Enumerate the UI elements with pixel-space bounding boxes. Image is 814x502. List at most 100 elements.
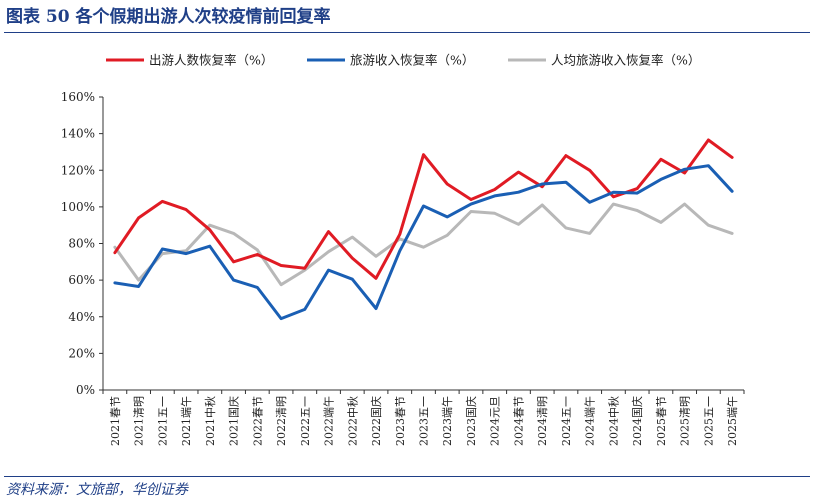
x-tick-label: 2022国庆: [369, 396, 383, 446]
data-point: [161, 252, 164, 255]
data-point: [279, 283, 283, 286]
data-point: [707, 223, 710, 227]
x-tick-label: 2021清明: [133, 396, 146, 446]
data-point: [612, 195, 615, 199]
data-point: [659, 178, 663, 181]
y-tick-label: 140%: [61, 127, 95, 141]
data-point: [232, 232, 235, 235]
legend-label: 人均旅游收入恢复率（%）: [551, 53, 700, 68]
y-tick-label: 60%: [68, 273, 95, 287]
series-line: [113, 202, 734, 287]
data-point: [113, 281, 117, 285]
data-point: [113, 251, 117, 254]
line-chart: 出游人数恢复率（%） 旅游收入恢复率（%） 人均旅游收入恢复率（%） 0% 20% 40…: [61, 53, 745, 446]
y-tick-label: 120%: [61, 163, 95, 177]
data-point: [541, 182, 544, 186]
x-tick-label: 2022中秋: [345, 396, 359, 446]
y-tick-label: 20%: [68, 346, 95, 360]
data-point: [208, 223, 212, 227]
x-tick-label: 2021端午: [180, 396, 193, 446]
data-point: [422, 245, 425, 249]
x-tick-label: 2021国庆: [227, 396, 241, 446]
data-point: [422, 204, 425, 208]
series-line: [113, 164, 734, 321]
data-point: [374, 255, 378, 258]
data-point: [493, 188, 496, 191]
data-point: [683, 168, 686, 171]
x-tick-label: 2024元旦: [489, 396, 502, 446]
data-point: [541, 185, 544, 188]
data-point: [469, 198, 473, 201]
data-point: [446, 234, 449, 237]
plot-area: [113, 138, 734, 321]
data-point: [208, 228, 212, 231]
data-point: [303, 267, 306, 270]
data-point: [564, 180, 568, 184]
data-point: [564, 154, 568, 157]
data-point: [161, 200, 164, 203]
chart-legend: 出游人数恢复率（%） 旅游收入恢复率（%） 人均旅游收入恢复率（%）: [106, 53, 700, 68]
data-point: [184, 249, 188, 253]
data-point: [398, 233, 401, 236]
data-point: [137, 278, 140, 282]
data-point: [659, 158, 663, 161]
data-point: [730, 190, 734, 193]
x-tick-label: 2024五一: [560, 396, 573, 446]
data-point: [469, 210, 473, 213]
data-point: [327, 230, 330, 233]
data-point: [303, 308, 306, 311]
data-point: [422, 153, 425, 156]
x-tick-label: 2022春节: [251, 396, 264, 446]
data-point: [612, 202, 615, 206]
data-point: [612, 191, 615, 194]
x-tick-label: 2024清明: [536, 396, 549, 446]
data-point: [707, 164, 710, 167]
x-tick-label: 2022五一: [299, 396, 312, 446]
x-tick-label: 2024中秋: [606, 396, 620, 446]
y-tick-label: 0%: [76, 383, 95, 397]
data-point: [635, 209, 639, 212]
x-tick-label: 2025端午: [726, 396, 739, 446]
data-point: [327, 268, 330, 272]
x-tick-label: 2025清明: [679, 396, 692, 446]
data-point: [184, 208, 188, 211]
data-point: [588, 232, 591, 235]
data-point: [374, 307, 378, 310]
data-point: [659, 221, 663, 224]
data-point: [161, 247, 164, 251]
data-point: [446, 215, 449, 219]
data-point: [683, 171, 686, 175]
data-point: [398, 249, 401, 253]
data-point: [564, 226, 568, 230]
y-tick-label: 160%: [61, 90, 95, 104]
x-tick-label: 2024端午: [584, 396, 597, 446]
x-tick-label: 2025春节: [655, 396, 668, 446]
data-point: [256, 253, 259, 256]
data-point: [279, 264, 283, 267]
x-tick-label: 2022端午: [323, 396, 336, 446]
x-tick-label: 2023端午: [441, 396, 454, 446]
data-point: [493, 194, 496, 198]
source-note: 资料来源：文旅部，华创证券: [6, 482, 188, 498]
data-point: [184, 252, 188, 255]
data-point: [232, 260, 235, 264]
data-point: [730, 232, 734, 235]
data-point: [683, 202, 686, 206]
x-tick-label: 2022清明: [275, 396, 288, 446]
x-tick-label: 2021五一: [156, 396, 169, 446]
data-point: [446, 182, 449, 186]
y-tick-label: 80%: [68, 237, 95, 251]
x-tick-label: 2024春节: [512, 396, 525, 446]
legend-label: 旅游收入恢复率（%）: [350, 53, 474, 68]
data-point: [469, 202, 473, 206]
data-point: [351, 235, 354, 239]
data-point: [279, 317, 283, 320]
data-point: [588, 201, 591, 204]
data-point: [635, 187, 639, 190]
data-point: [351, 256, 354, 260]
data-point: [351, 278, 354, 281]
data-point: [517, 191, 520, 194]
data-point: [374, 277, 378, 280]
data-point: [493, 212, 496, 215]
legend-label: 出游人数恢复率（%）: [149, 53, 273, 68]
